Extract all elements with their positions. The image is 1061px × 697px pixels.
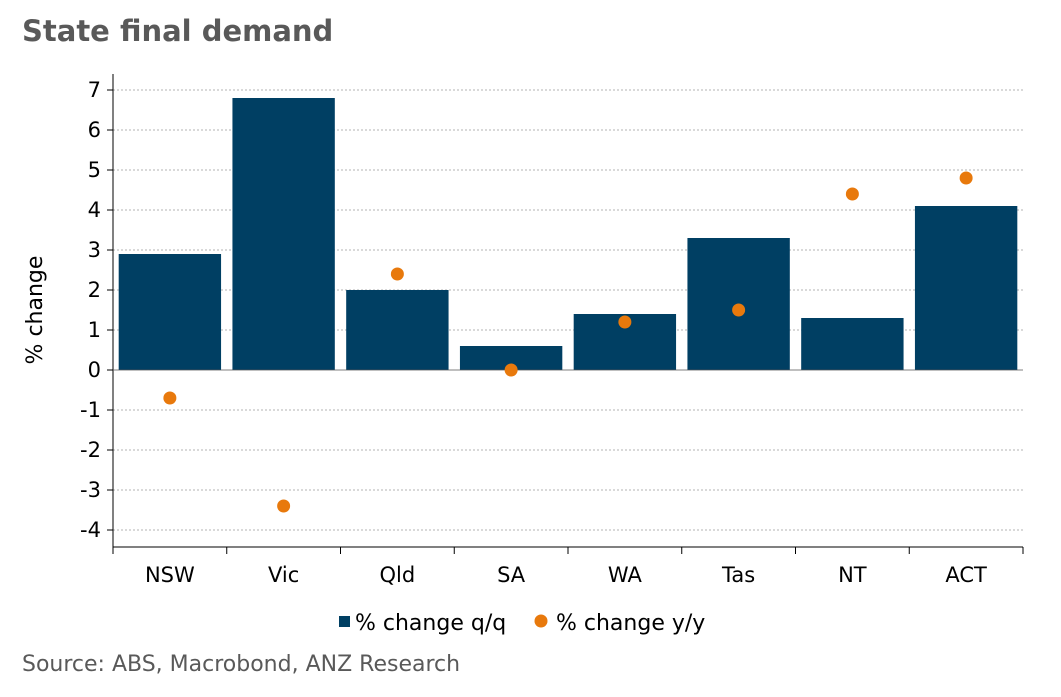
y-tick-labels: 7 6 5 4 3 2 1 0 -1 -2 -3 -4 — [80, 78, 101, 542]
y-tick-label: 2 — [88, 278, 101, 302]
x-tick-label: Qld — [380, 563, 416, 587]
bar-act — [914, 206, 1018, 370]
dot-nt — [845, 187, 859, 201]
x-tick-labels: NSW Vic Qld SA WA Tas NT ACT — [145, 563, 987, 587]
y-tick-label: 0 — [88, 358, 101, 382]
legend: % change q/q % change y/y — [339, 611, 705, 636]
y-tick-label: 1 — [88, 318, 101, 342]
dot-wa — [618, 315, 632, 329]
legend-dot-label: % change y/y — [556, 611, 705, 636]
x-tick-label: SA — [497, 563, 526, 587]
bar-vic — [232, 98, 335, 370]
bar-nsw — [118, 254, 222, 370]
dot-act — [959, 171, 973, 185]
source-note: Source: ABS, Macrobond, ANZ Research — [22, 652, 461, 677]
dot-nsw — [163, 391, 177, 405]
y-tick-label: 3 — [88, 238, 101, 262]
axes — [107, 74, 1024, 554]
y-tick-label: -1 — [80, 398, 101, 422]
bar-series — [118, 98, 1018, 370]
x-tick-label: Vic — [268, 563, 299, 587]
y-tick-label: -3 — [80, 478, 101, 502]
x-tick-label: NT — [838, 563, 867, 587]
y-tick-label: 5 — [88, 158, 101, 182]
y-tick-label: 4 — [88, 198, 101, 222]
chart-title: State final demand — [22, 14, 334, 48]
dot-sa — [504, 363, 518, 377]
dot-qld — [390, 267, 404, 281]
legend-dot-swatch — [534, 614, 548, 628]
y-axis-label: % change — [23, 256, 48, 365]
x-tick-label: NSW — [145, 563, 195, 587]
dot-tas — [732, 303, 746, 317]
x-tick-label: ACT — [945, 563, 987, 587]
legend-bar-swatch — [339, 616, 350, 627]
bar-nt — [801, 318, 904, 370]
y-tick-label: 6 — [88, 118, 101, 142]
x-tick-label: Tas — [721, 563, 755, 587]
y-tick-label: -4 — [80, 518, 101, 542]
legend-bar-label: % change q/q — [355, 611, 506, 636]
x-tick-label: WA — [608, 563, 643, 587]
y-tick-label: -2 — [80, 438, 101, 462]
dot-series — [163, 171, 973, 513]
y-tick-label: 7 — [88, 78, 101, 102]
bar-qld — [346, 290, 449, 370]
dot-vic — [277, 499, 291, 513]
